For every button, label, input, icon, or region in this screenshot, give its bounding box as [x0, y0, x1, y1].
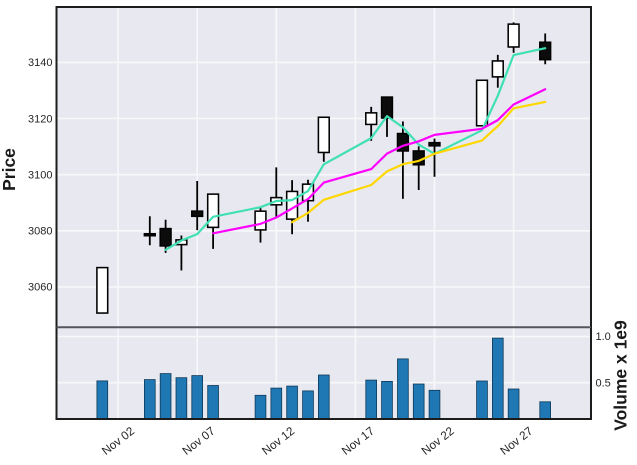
svg-text:3060: 3060	[28, 282, 52, 294]
svg-text:3140: 3140	[28, 57, 52, 69]
svg-text:3100: 3100	[28, 169, 52, 181]
svg-text:0.5: 0.5	[596, 378, 611, 390]
svg-text:3120: 3120	[28, 113, 52, 125]
svg-text:Price: Price	[0, 148, 19, 191]
svg-text:Volume x 1e9: Volume x 1e9	[611, 320, 631, 431]
svg-text:3080: 3080	[28, 226, 52, 238]
svg-text:1.0: 1.0	[596, 331, 611, 343]
